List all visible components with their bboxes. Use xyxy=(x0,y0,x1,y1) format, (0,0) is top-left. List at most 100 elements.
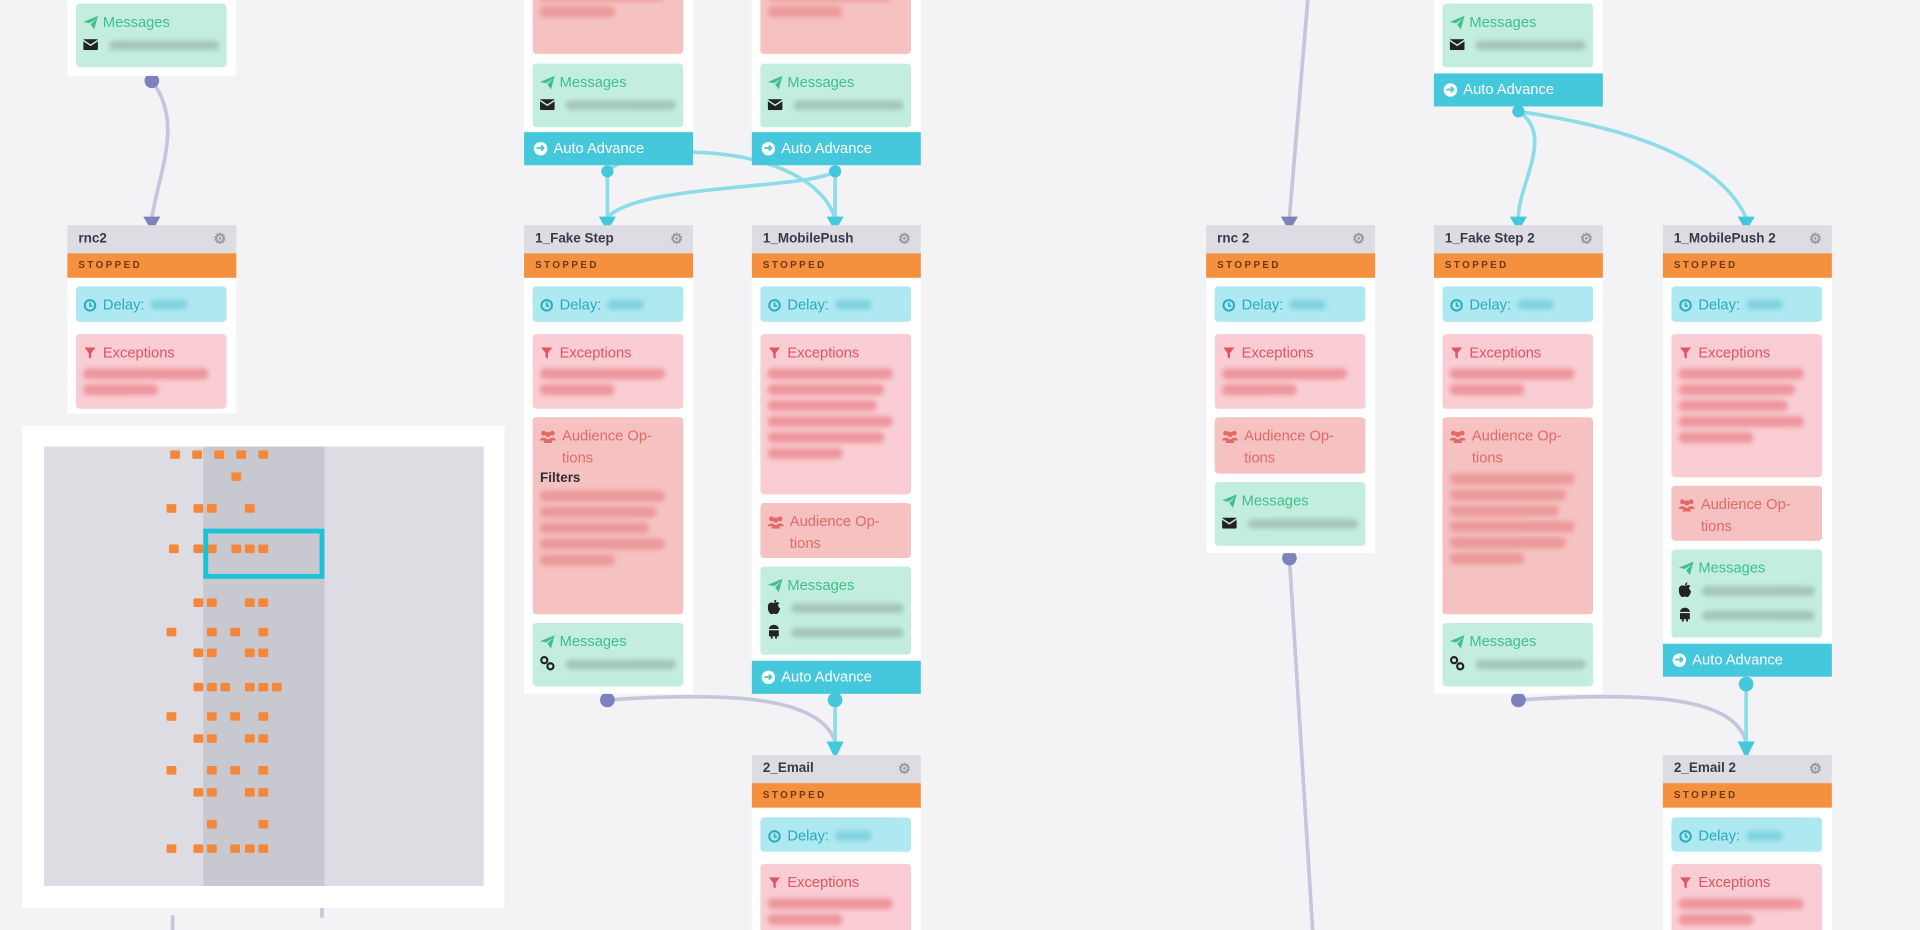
audience-section[interactable]: Audience Op-tions xyxy=(1214,417,1366,474)
minimap-node xyxy=(206,819,217,829)
clock-icon xyxy=(768,294,781,316)
step-header[interactable]: 1_Fake Step 2 ⚙ xyxy=(1433,225,1603,254)
minimap-node xyxy=(206,682,217,692)
step-header[interactable]: 2_Email ⚙ xyxy=(751,755,921,784)
message-row[interactable] xyxy=(1679,603,1815,627)
redacted-text xyxy=(767,447,843,459)
delay-section[interactable]: Delay: xyxy=(532,286,684,322)
minimap-node xyxy=(258,712,269,721)
gear-icon[interactable]: ⚙ xyxy=(670,230,684,248)
step-header[interactable]: 1_Fake Step ⚙ xyxy=(524,225,694,254)
messages-section[interactable]: Messages xyxy=(760,566,912,655)
step-header[interactable]: rnc 2 ⚙ xyxy=(1206,225,1376,254)
gear-icon[interactable]: ⚙ xyxy=(897,759,912,778)
minimap-node xyxy=(166,504,177,513)
minimap-node xyxy=(244,788,255,797)
minimap-viewport[interactable] xyxy=(203,528,325,579)
minimap-node xyxy=(258,819,269,829)
delay-label: Delay: xyxy=(1698,296,1741,314)
exceptions-label: Exceptions xyxy=(1469,343,1542,361)
audience-section[interactable]: Audience Op-tions xyxy=(1671,485,1823,541)
redacted-text xyxy=(1222,384,1297,396)
gear-icon[interactable]: ⚙ xyxy=(1808,759,1823,778)
users-icon xyxy=(1449,425,1466,447)
delay-section[interactable]: Delay: xyxy=(75,286,227,322)
message-row[interactable] xyxy=(539,93,676,117)
messages-section[interactable]: Messages xyxy=(1442,622,1594,687)
audience-section[interactable]: Audience Op-tions xyxy=(1442,417,1594,615)
messages-section[interactable]: Messages xyxy=(1214,482,1366,546)
android-icon xyxy=(1679,606,1691,624)
delay-title: Delay: xyxy=(540,294,676,316)
minimap-node xyxy=(206,627,217,637)
exceptions-section[interactable]: Exceptions xyxy=(760,334,912,495)
messages-label: Messages xyxy=(787,73,855,91)
paper-plane-icon xyxy=(1222,489,1237,511)
step-header[interactable]: rnc2 ⚙ xyxy=(67,225,237,254)
message-row[interactable] xyxy=(768,620,904,644)
exceptions-section[interactable]: Exceptions xyxy=(760,863,912,930)
message-row[interactable] xyxy=(540,652,676,676)
minimap-node xyxy=(231,544,242,554)
delay-section[interactable]: Delay: xyxy=(1442,286,1594,322)
delay-section[interactable]: Delay: xyxy=(1214,286,1366,322)
messages-section[interactable]: Messages xyxy=(1442,3,1594,68)
delay-section[interactable]: Delay: xyxy=(1671,817,1823,852)
gear-icon[interactable]: ⚙ xyxy=(897,230,912,248)
minimap-content-strip xyxy=(203,446,325,886)
step-header[interactable]: 1_MobilePush 2 ⚙ xyxy=(1662,225,1832,254)
auto-advance-label: Auto Advance xyxy=(781,668,872,686)
exceptions-section[interactable]: Exceptions xyxy=(75,334,227,409)
auto-advance-button[interactable]: ➜ Auto Advance xyxy=(751,132,921,166)
minimap-node xyxy=(193,734,204,743)
exceptions-section[interactable]: Exceptions xyxy=(1671,334,1823,478)
messages-title: Messages xyxy=(83,11,219,33)
messages-section[interactable]: Messages xyxy=(532,63,684,128)
delay-section[interactable]: Delay: xyxy=(760,817,912,852)
message-row[interactable] xyxy=(767,93,904,117)
message-row[interactable] xyxy=(767,596,904,620)
arrow-head xyxy=(143,216,161,232)
audience-section[interactable]: Audience Op-tions xyxy=(760,502,912,559)
arrow-circle-right-icon: ➜ xyxy=(1672,653,1687,667)
step-header[interactable]: 2_Email 2 ⚙ xyxy=(1662,755,1832,784)
redacted-value xyxy=(835,299,872,310)
gear-icon[interactable]: ⚙ xyxy=(1808,230,1823,248)
audience-section[interactable]: Filters xyxy=(532,0,684,54)
auto-advance-button[interactable]: ➜ Auto Advance xyxy=(524,132,694,166)
connector-handle xyxy=(1282,550,1297,566)
exceptions-section[interactable]: Exceptions xyxy=(1442,334,1594,409)
messages-section[interactable]: Messages xyxy=(1671,549,1823,638)
filter-icon xyxy=(1679,871,1692,893)
auto-advance-button[interactable]: ➜ Auto Advance xyxy=(751,660,921,694)
gear-icon[interactable]: ⚙ xyxy=(213,230,227,248)
minimap-node xyxy=(193,788,204,797)
delay-section[interactable]: Delay: xyxy=(1671,286,1823,322)
auto-advance-button[interactable]: ➜ Auto Advance xyxy=(1433,73,1603,107)
exceptions-section[interactable]: Exceptions xyxy=(532,334,684,409)
exceptions-section[interactable]: Exceptions xyxy=(1671,863,1823,930)
messages-section[interactable]: Messages xyxy=(75,3,227,68)
gear-icon[interactable]: ⚙ xyxy=(1579,230,1594,248)
gear-icon[interactable]: ⚙ xyxy=(1352,230,1366,248)
messages-section[interactable]: Messages xyxy=(532,622,684,687)
audience-label: Audience Op-tions xyxy=(789,512,880,552)
audience-section[interactable]: Filters xyxy=(760,0,912,54)
redacted-text xyxy=(767,898,893,910)
messages-section[interactable]: Messages xyxy=(760,63,912,128)
audience-section[interactable]: Audience Op-tions Filters xyxy=(532,417,684,615)
message-row[interactable] xyxy=(82,33,220,57)
redacted-text xyxy=(767,914,843,926)
message-row[interactable] xyxy=(1449,33,1586,57)
step-header[interactable]: 1_MobilePush ⚙ xyxy=(751,225,921,254)
delay-title: Delay: xyxy=(768,294,904,316)
minimap[interactable] xyxy=(22,425,505,908)
delay-section[interactable]: Delay: xyxy=(760,286,912,322)
exceptions-section[interactable]: Exceptions xyxy=(1214,334,1366,409)
message-row[interactable] xyxy=(1449,652,1586,676)
auto-advance-button[interactable]: ➜ Auto Advance xyxy=(1662,643,1832,677)
message-row[interactable] xyxy=(1678,579,1815,603)
message-row[interactable] xyxy=(1221,512,1358,536)
